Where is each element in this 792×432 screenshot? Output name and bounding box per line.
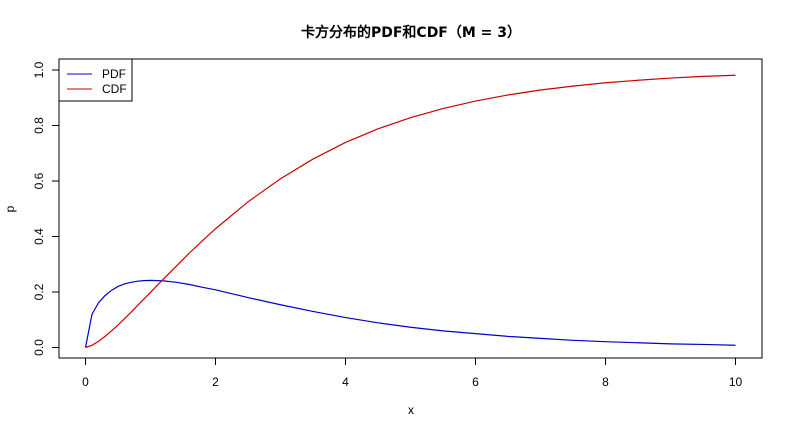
y-tick-label: 0.8 (32, 117, 46, 134)
y-tick-label: 0.0 (32, 339, 46, 356)
series-layer (84, 74, 736, 349)
x-tick-label: 2 (212, 375, 219, 389)
legend-label-cdf: CDF (102, 82, 127, 96)
y-tick-label: 0.4 (32, 228, 46, 245)
legend-box (58, 58, 133, 102)
x-axis: 0 2 4 6 8 10 (82, 357, 743, 389)
x-tick-label: 10 (729, 375, 743, 389)
y-tick-label: 0.6 (32, 172, 46, 189)
x-tick-label: 6 (472, 375, 479, 389)
chart-title: 卡方分布的PDF和CDF（M = 3） (301, 24, 521, 41)
legend-label-pdf: PDF (102, 67, 126, 81)
series-line-pdf (84, 279, 736, 348)
y-tick-label: 1.0 (32, 61, 46, 78)
series-line-cdf (85, 74, 736, 349)
y-axis-label: p (3, 205, 17, 212)
y-tick-label: 0.2 (32, 283, 46, 300)
x-axis-label: x (408, 403, 414, 417)
x-tick-label: 4 (342, 375, 349, 389)
x-tick-label: 8 (602, 375, 609, 389)
plot-frame (58, 58, 763, 359)
y-axis: 0.0 0.2 0.4 0.6 0.8 1.0 (32, 61, 60, 356)
x-tick-label: 0 (82, 375, 89, 389)
legend: PDF CDF (58, 58, 133, 102)
